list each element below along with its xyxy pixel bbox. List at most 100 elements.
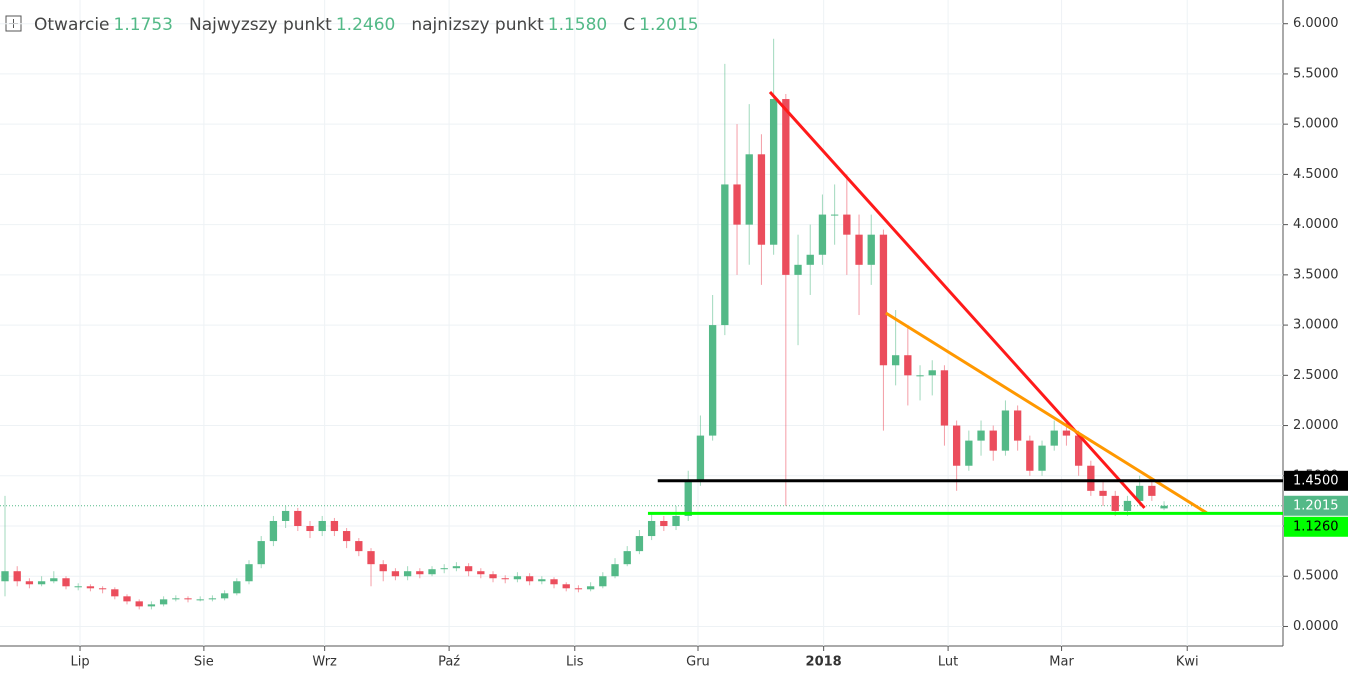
candle-body bbox=[342, 531, 351, 542]
candle bbox=[891, 310, 900, 386]
header-label: Otwarcie bbox=[34, 15, 110, 35]
candle-body bbox=[574, 588, 583, 590]
candle bbox=[940, 365, 949, 446]
price-label-box bbox=[1284, 470, 1348, 491]
candle-body bbox=[367, 551, 375, 565]
candle-body bbox=[62, 578, 70, 587]
candle bbox=[233, 578, 241, 596]
candle-body bbox=[1148, 485, 1156, 496]
candle-body bbox=[355, 541, 363, 552]
candle bbox=[952, 420, 961, 491]
x-tick-label: Paź bbox=[438, 655, 460, 670]
candle-body bbox=[928, 370, 936, 376]
candle bbox=[37, 576, 46, 587]
candle bbox=[879, 229, 888, 431]
candle bbox=[25, 578, 34, 589]
candle bbox=[672, 505, 680, 531]
candle-body bbox=[86, 586, 95, 589]
candle bbox=[1074, 430, 1083, 476]
candle-body bbox=[440, 568, 448, 570]
candle bbox=[550, 577, 558, 589]
candle bbox=[513, 572, 522, 583]
candle-body bbox=[147, 604, 156, 607]
price-label: 1.2015 bbox=[1293, 498, 1339, 513]
candle bbox=[708, 294, 717, 441]
y-tick-label: 4.5000 bbox=[1293, 167, 1339, 182]
x-tick-label: Sie bbox=[194, 655, 214, 670]
candle-body bbox=[1062, 430, 1071, 436]
candle-body bbox=[660, 520, 668, 527]
candle bbox=[794, 234, 802, 346]
candle-body bbox=[952, 425, 961, 466]
candle bbox=[269, 515, 278, 547]
candle bbox=[208, 595, 217, 602]
candle bbox=[977, 420, 985, 456]
candle bbox=[62, 576, 70, 590]
candle-body bbox=[428, 569, 436, 575]
candle bbox=[965, 430, 973, 471]
candle-body bbox=[647, 520, 656, 537]
header-label: C bbox=[623, 15, 635, 35]
candle-body bbox=[464, 566, 473, 572]
candle-body bbox=[940, 370, 949, 426]
candle-body bbox=[245, 564, 253, 582]
trendline bbox=[768, 91, 1146, 509]
y-tick-label: 2.5000 bbox=[1293, 368, 1339, 383]
candle-body bbox=[1074, 435, 1083, 466]
candle bbox=[647, 513, 656, 541]
candle-body bbox=[135, 601, 143, 607]
candle bbox=[342, 528, 351, 549]
candle bbox=[257, 536, 265, 569]
candle bbox=[769, 38, 778, 255]
candle-body bbox=[745, 154, 753, 225]
candle bbox=[1026, 435, 1034, 476]
candle bbox=[843, 174, 851, 275]
candle bbox=[403, 566, 412, 581]
candle bbox=[745, 104, 753, 265]
candle-body bbox=[25, 581, 34, 585]
candle bbox=[1148, 480, 1156, 501]
x-tick-label: Lis bbox=[566, 655, 584, 670]
candle bbox=[330, 517, 339, 537]
candle bbox=[1001, 400, 1010, 456]
candle bbox=[50, 571, 58, 584]
candle-body bbox=[196, 599, 204, 601]
candle bbox=[818, 194, 827, 265]
candle bbox=[294, 507, 302, 532]
candle bbox=[452, 562, 461, 572]
candle-body bbox=[538, 579, 546, 582]
candle bbox=[355, 538, 363, 557]
candle bbox=[904, 325, 912, 406]
candle-body bbox=[159, 599, 168, 605]
x-tick-label: Gru bbox=[686, 655, 710, 670]
candle bbox=[13, 566, 21, 587]
candle-body bbox=[1123, 500, 1132, 511]
candle-body bbox=[391, 571, 400, 577]
candle-body bbox=[452, 566, 461, 569]
candle-body bbox=[806, 254, 814, 265]
candle bbox=[1087, 460, 1095, 496]
price-label: 1.4500 bbox=[1293, 473, 1339, 488]
candle-body bbox=[1099, 490, 1107, 496]
candle-body bbox=[13, 571, 21, 582]
candle-body bbox=[672, 515, 680, 527]
candle-body bbox=[37, 581, 46, 585]
candle bbox=[928, 360, 936, 396]
candle-body bbox=[1111, 495, 1119, 511]
candle-body bbox=[1160, 505, 1168, 509]
candle bbox=[1013, 405, 1022, 451]
candle-body bbox=[403, 571, 412, 577]
candle bbox=[696, 415, 705, 486]
header-value: 1.1753 bbox=[114, 15, 173, 35]
candle-body bbox=[501, 578, 509, 580]
candle-body bbox=[269, 520, 278, 542]
candle-body bbox=[306, 526, 314, 532]
y-tick-label: 0.0000 bbox=[1293, 619, 1339, 634]
header-label: Najwyzszy punkt bbox=[189, 15, 332, 35]
candle bbox=[123, 594, 131, 605]
candle-body bbox=[879, 234, 888, 366]
candle-body bbox=[220, 593, 229, 599]
candle-body bbox=[379, 564, 387, 572]
candle bbox=[86, 584, 95, 592]
candle-body bbox=[98, 588, 107, 590]
